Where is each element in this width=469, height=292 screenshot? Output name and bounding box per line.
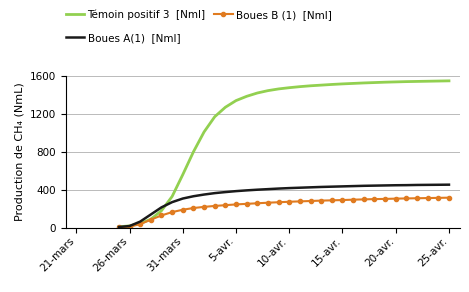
Legend: Boues A(1)  [Nml]: Boues A(1) [Nml]	[61, 29, 184, 47]
Legend: Témoin positif 3  [Nml], Boues B (1)  [Nml]: Témoin positif 3 [Nml], Boues B (1) [Nml…	[61, 5, 336, 24]
Y-axis label: Production de CH₄ (NmL): Production de CH₄ (NmL)	[14, 82, 24, 221]
